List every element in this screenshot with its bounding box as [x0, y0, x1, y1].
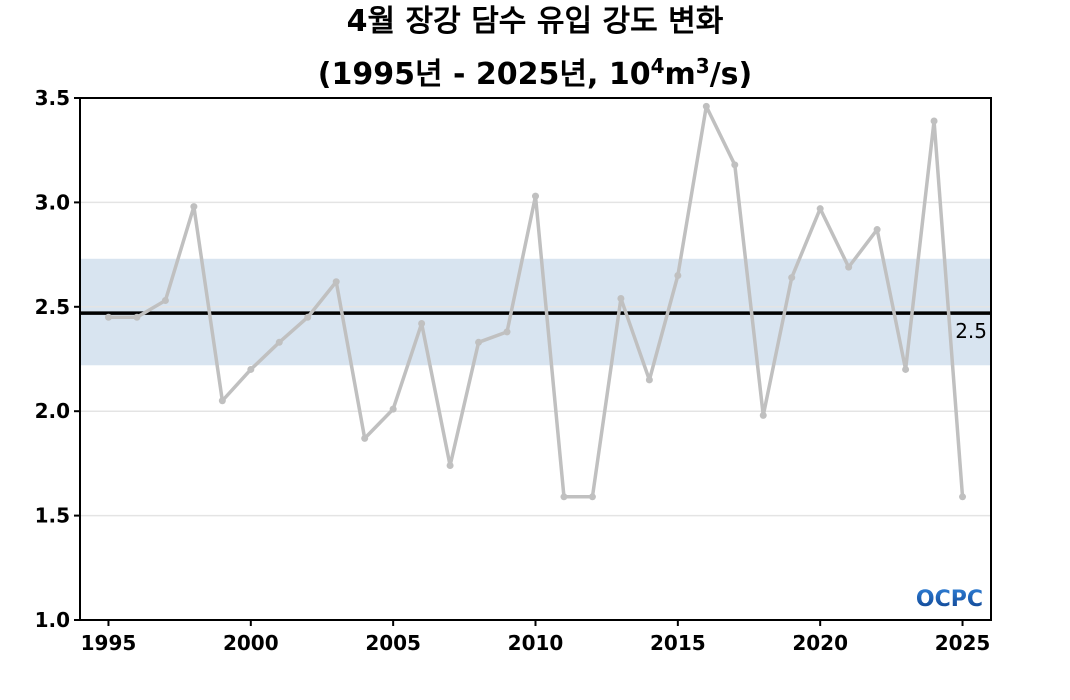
data-point: [218, 397, 226, 405]
data-point: [788, 274, 796, 282]
data-point: [161, 297, 169, 305]
y-tick-label: 1.0: [35, 608, 70, 632]
subtitle-exponent-1: 4: [650, 54, 665, 78]
y-tick-label: 2.0: [35, 399, 70, 423]
subtitle-prefix: (1995년 - 2025년, 10: [317, 57, 651, 92]
data-point: [104, 313, 112, 321]
data-point: [503, 328, 511, 336]
data-point: [475, 338, 483, 346]
data-point: [446, 461, 454, 469]
mean-label: 2.5: [955, 319, 987, 343]
data-point: [617, 294, 625, 302]
y-tick-label: 1.5: [35, 504, 70, 528]
data-point: [361, 434, 369, 442]
chart-title: 4월 장강 담수 유입 강도 변화: [346, 4, 724, 39]
x-tick-label: 2005: [365, 631, 421, 655]
data-point: [702, 102, 710, 110]
x-tick-label: 1995: [81, 631, 137, 655]
data-point: [959, 493, 967, 501]
y-tick-label: 3.0: [35, 190, 70, 214]
data-point: [389, 405, 397, 413]
x-tick-label: 2010: [508, 631, 564, 655]
data-point: [873, 226, 881, 234]
subtitle-exponent-2: 3: [695, 54, 710, 78]
data-point: [190, 203, 198, 211]
data-point: [902, 365, 910, 373]
ocpc-logo: OCPC: [916, 587, 983, 612]
data-point: [930, 117, 938, 125]
x-tick-label: 2015: [650, 631, 706, 655]
data-point: [418, 320, 426, 328]
x-tick-label: 2000: [223, 631, 279, 655]
y-tick-label: 2.5: [35, 295, 70, 319]
data-point: [332, 278, 340, 286]
data-point: [759, 411, 767, 419]
subtitle-unit-m: m: [664, 57, 696, 92]
data-point: [247, 365, 255, 373]
data-point: [304, 313, 312, 321]
data-point: [674, 271, 682, 279]
data-point: [133, 313, 141, 321]
data-point: [532, 192, 539, 200]
data-point: [816, 205, 824, 213]
data-point: [275, 338, 283, 346]
data-point: [845, 263, 853, 271]
data-point: [645, 376, 653, 384]
subtitle-suffix: /s): [709, 57, 753, 92]
y-tick-label: 3.5: [35, 86, 70, 110]
x-tick-label: 2025: [935, 631, 991, 655]
chart-subtitle: (1995년 - 2025년, 104m3/s): [0, 48, 1070, 93]
data-point: [560, 493, 568, 501]
x-tick-label: 2020: [792, 631, 848, 655]
data-point: [588, 493, 596, 501]
data-point: [731, 161, 739, 169]
